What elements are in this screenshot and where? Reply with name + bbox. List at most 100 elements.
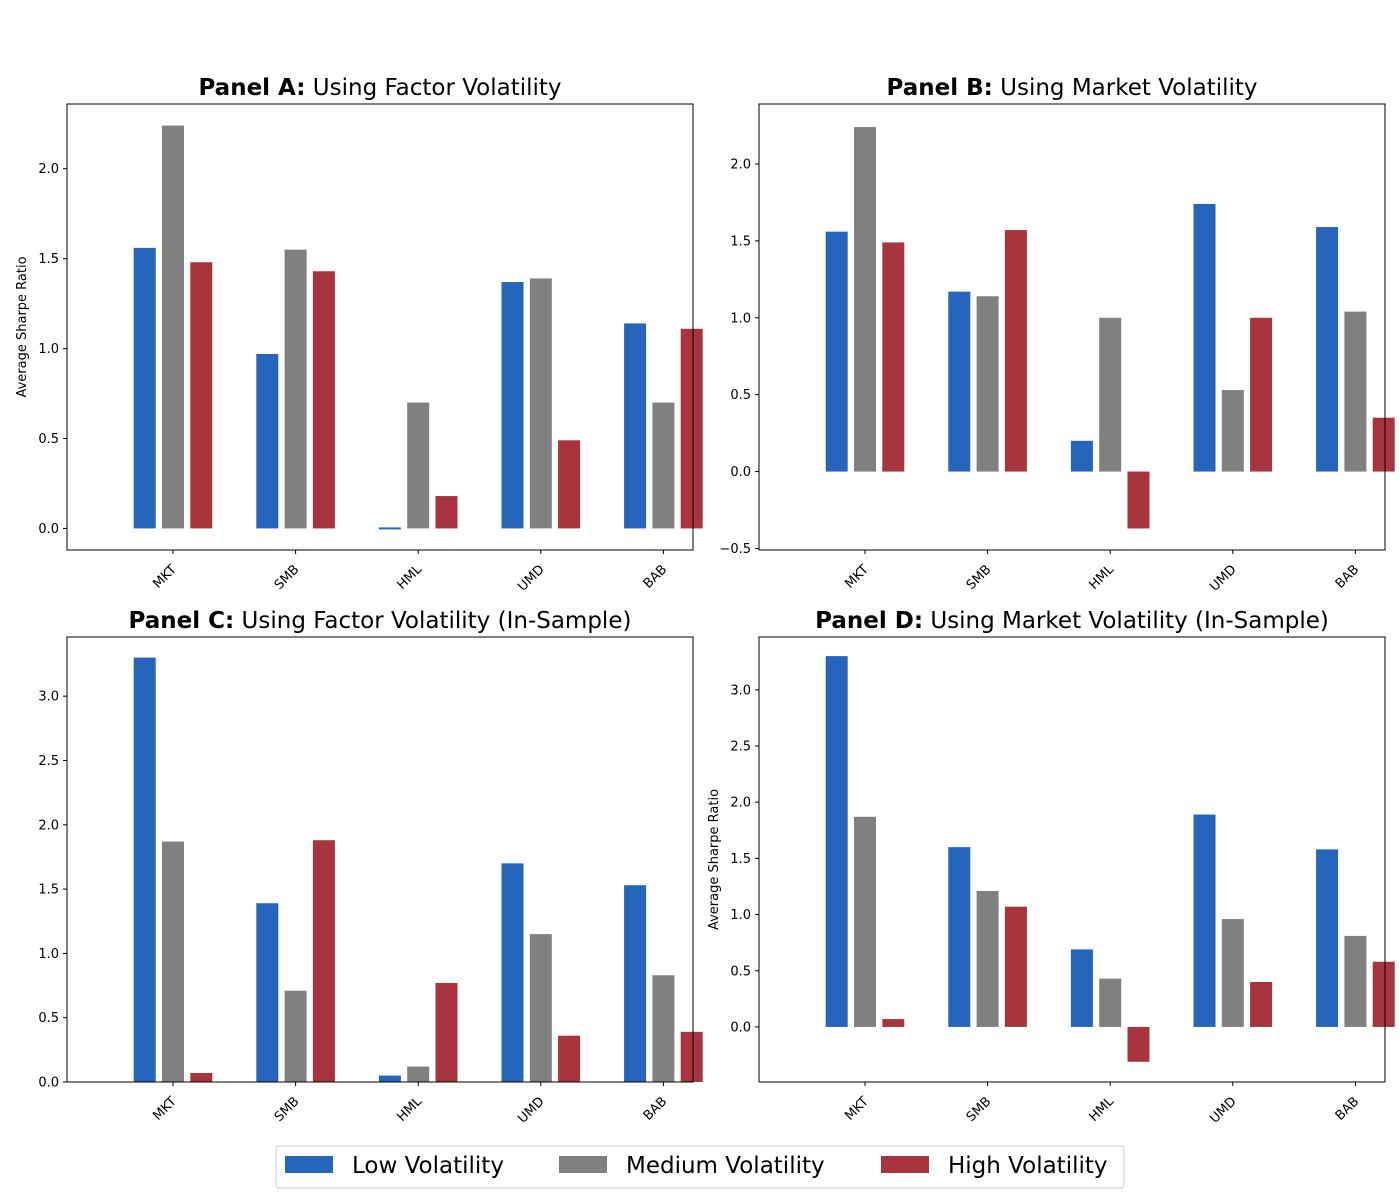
bar-hml-high	[1127, 471, 1150, 529]
y-tick-label: 0.5	[38, 1011, 59, 1026]
y-tick-label: −0.5	[719, 542, 751, 557]
bar-smb-high	[312, 840, 335, 1082]
bar-smb-low	[948, 847, 971, 1027]
y-tick-label: 0.5	[38, 432, 59, 447]
legend-label-high: High Volatility	[948, 1153, 1108, 1179]
bar-umd-medium	[529, 278, 552, 529]
bar-bab-medium	[652, 975, 675, 1082]
bar-hml-high	[1127, 1026, 1150, 1062]
panel-title-text: Using Market Volatility (In-Sample)	[923, 608, 1329, 634]
x-tick-label: MKT	[842, 562, 872, 592]
bar-umd-medium	[1221, 919, 1244, 1027]
bars	[825, 656, 1395, 1062]
x-tick-label: SMB	[272, 1094, 303, 1125]
panel-c: Panel C: Using Factor Volatility (In-Sam…	[38, 608, 703, 1127]
panel-title: Panel B: Using Market Volatility	[886, 75, 1257, 101]
x-tick-label: BAB	[641, 1094, 671, 1124]
y-tick-label: 2.5	[38, 754, 59, 769]
bar-hml-medium	[1099, 978, 1122, 1027]
bar-umd-low	[501, 863, 524, 1082]
bar-bab-medium	[1344, 935, 1367, 1027]
x-tick-label: BAB	[1333, 1094, 1363, 1124]
y-tick-label: 1.5	[38, 252, 59, 267]
x-tick-label: UMD	[1207, 562, 1239, 594]
bar-smb-low	[256, 353, 279, 529]
bar-smb-low	[256, 903, 279, 1082]
bar-bab-low	[1316, 227, 1339, 472]
bar-umd-medium	[529, 934, 552, 1082]
y-tick-label: 0.0	[730, 465, 751, 480]
panel-title-bold: Panel A:	[198, 75, 305, 101]
bar-bab-high	[680, 328, 703, 529]
panel-title-bold: Panel B:	[886, 75, 992, 101]
y-tick-label: 2.0	[730, 157, 751, 172]
bar-hml-medium	[1099, 317, 1122, 472]
bar-mkt-low	[133, 247, 156, 529]
x-tick-label: HML	[1086, 562, 1117, 593]
bar-umd-high	[558, 1035, 581, 1082]
panel-title-text: Using Factor Volatility	[306, 75, 562, 101]
bar-bab-medium	[1344, 311, 1367, 472]
bar-mkt-medium	[162, 125, 184, 529]
panel-title: Panel C: Using Factor Volatility (In-Sam…	[129, 608, 632, 634]
panel-title: Panel A: Using Factor Volatility	[198, 75, 561, 101]
bar-bab-medium	[652, 402, 675, 529]
bar-hml-low	[378, 527, 401, 530]
y-tick-label: 3.0	[38, 690, 59, 705]
panel-title-bold: Panel D:	[815, 608, 923, 634]
bar-bab-low	[624, 885, 647, 1082]
bar-smb-medium	[284, 990, 307, 1082]
bar-umd-high	[558, 440, 581, 529]
x-tick-label: MKT	[842, 1094, 872, 1124]
bars	[825, 127, 1395, 529]
bar-bab-low	[1316, 849, 1339, 1027]
bar-hml-low	[378, 1075, 401, 1082]
bar-mkt-medium	[854, 816, 876, 1027]
bar-smb-low	[948, 291, 971, 472]
y-tick-label: 2.0	[730, 796, 751, 811]
y-tick-label: 1.0	[38, 342, 59, 357]
legend-swatch-low	[285, 1156, 333, 1173]
x-tick-label: MKT	[150, 1094, 180, 1124]
panel-d: Panel D: Using Market Volatility (In-Sam…	[707, 608, 1395, 1127]
bar-mkt-low	[825, 656, 848, 1027]
y-tick-label: 2.0	[38, 818, 59, 833]
legend-label-low: Low Volatility	[352, 1153, 504, 1179]
x-tick-label: UMD	[515, 562, 547, 594]
y-tick-label: 2.0	[38, 162, 59, 177]
bar-smb-medium	[976, 296, 999, 472]
bar-mkt-high	[882, 1019, 905, 1027]
x-tick-label: HML	[394, 562, 425, 593]
panel-b: Panel B: Using Market Volatility −0.5 0.0 0…	[719, 75, 1395, 595]
bar-smb-high	[312, 271, 335, 529]
x-tick-label: HML	[394, 1094, 425, 1125]
bar-smb-high	[1004, 906, 1027, 1027]
legend-swatch-medium	[559, 1156, 607, 1173]
bar-umd-high	[1250, 981, 1273, 1027]
bar-umd-low	[1193, 814, 1216, 1027]
y-tick-label: 1.0	[730, 311, 751, 326]
panel-title: Panel D: Using Market Volatility (In-Sam…	[815, 608, 1329, 634]
x-tick-label: BAB	[1333, 562, 1363, 592]
bar-hml-low	[1070, 440, 1093, 472]
panel-title-text: Using Market Volatility	[993, 75, 1258, 101]
bars	[133, 657, 703, 1082]
y-axis-label: Average Sharpe Ratio	[15, 256, 30, 397]
x-tick-label: UMD	[1207, 1094, 1239, 1126]
y-tick-label: 1.5	[730, 234, 751, 249]
bar-mkt-medium	[854, 127, 876, 472]
y-tick-label: 0.0	[38, 522, 59, 537]
bar-mkt-medium	[162, 841, 184, 1082]
bar-umd-low	[1193, 203, 1216, 472]
bar-mkt-low	[825, 231, 848, 472]
bar-mkt-low	[133, 657, 156, 1082]
panel-title-bold: Panel C:	[129, 608, 235, 634]
bar-hml-medium	[407, 1066, 430, 1082]
bar-hml-low	[1070, 949, 1093, 1027]
bar-hml-high	[435, 496, 458, 529]
y-tick-label: 2.5	[730, 740, 751, 755]
bar-mkt-high	[190, 262, 213, 529]
y-tick-label: 0.5	[730, 388, 751, 403]
axes-frame	[758, 103, 1386, 551]
axes-frame	[66, 636, 694, 1083]
